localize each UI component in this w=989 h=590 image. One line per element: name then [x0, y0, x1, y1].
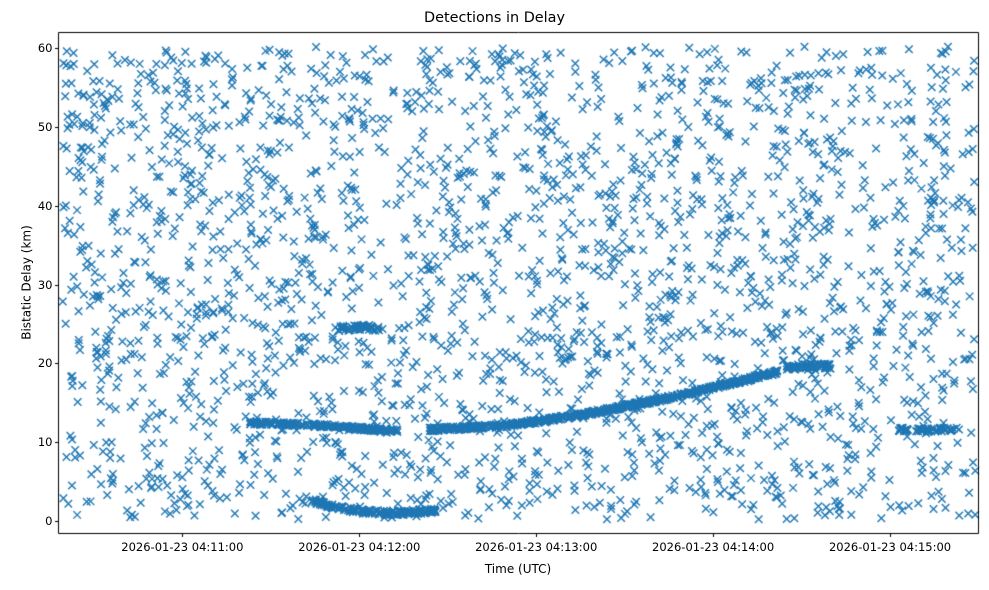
scatter-plot-canvas: [0, 0, 989, 590]
figure-canvas-container: Detections in Delay Time (UTC) Bistatic …: [0, 0, 989, 590]
